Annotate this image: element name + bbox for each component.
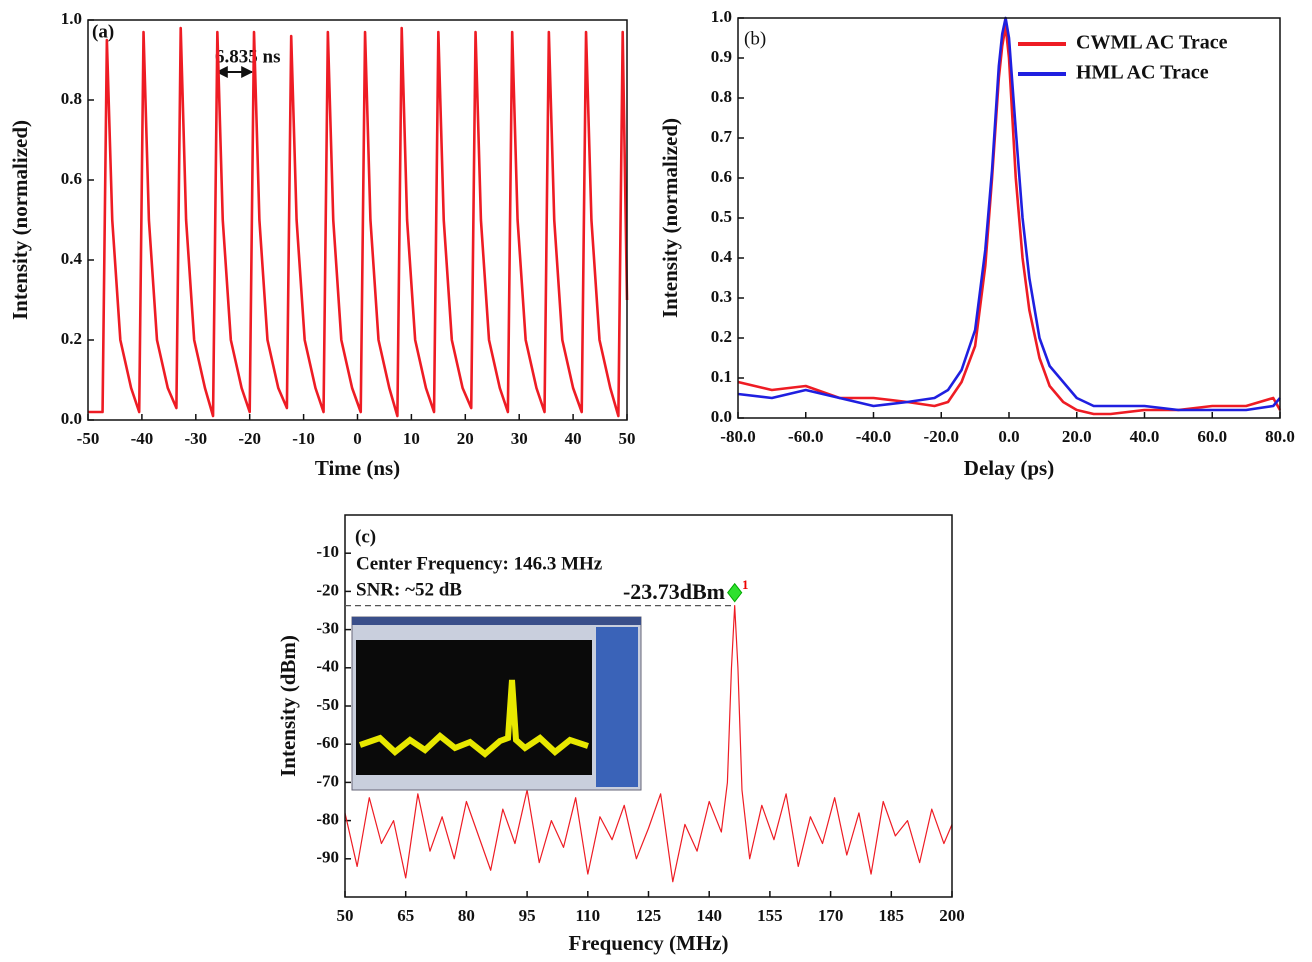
annotation: SNR: ~52 dB — [356, 579, 462, 600]
y-tick-label: -90 — [316, 848, 339, 867]
x-tick-label: -40 — [131, 429, 154, 448]
y-tick-label: -80 — [316, 810, 339, 829]
panel-label: (a) — [92, 21, 114, 42]
y-tick-label: -70 — [316, 771, 339, 790]
y-tick-label: 0.1 — [711, 367, 732, 386]
y-tick-label: 0.0 — [711, 407, 732, 426]
y-tick-label: 0.2 — [61, 329, 82, 348]
x-tick-label: -20 — [238, 429, 261, 448]
y-tick-label: -30 — [316, 619, 339, 638]
x-tick-label: 30 — [511, 429, 528, 448]
x-tick-label: 60.0 — [1197, 427, 1227, 446]
x-tick-label: -40.0 — [856, 427, 891, 446]
y-tick-label: 0.8 — [711, 87, 732, 106]
y-tick-label: -10 — [316, 542, 339, 561]
plot-frame — [737, 17, 1281, 419]
x-tick-label: 140 — [696, 906, 722, 925]
x-tick-label: -20.0 — [924, 427, 959, 446]
x-tick-label: 50 — [619, 429, 636, 448]
peak-marker — [727, 582, 743, 603]
legend-label: HML AC Trace — [1076, 62, 1209, 84]
x-tick-label: -10 — [292, 429, 315, 448]
marker-number: 1 — [742, 577, 749, 592]
inset-screenshot — [351, 616, 642, 791]
annotation: Center Frequency: 146.3 MHz — [356, 553, 603, 574]
y-tick-label: 0.2 — [711, 327, 732, 346]
data-line — [88, 26, 629, 418]
x-tick-label: 40.0 — [1130, 427, 1160, 446]
x-tick-label: 110 — [576, 906, 601, 925]
x-tick-label: 155 — [757, 906, 783, 925]
y-tick-label: -40 — [316, 657, 339, 676]
inset-plot — [356, 640, 592, 775]
y-tick-label: 1.0 — [61, 9, 82, 28]
y-tick-label: 0.4 — [61, 249, 83, 268]
x-tick-label: 65 — [397, 906, 414, 925]
y-tick-label: 0.9 — [711, 47, 732, 66]
y-axis-title: Intensity (dBm) — [276, 635, 300, 777]
x-tick-label: 0.0 — [998, 427, 1019, 446]
x-tick-label: 0 — [353, 429, 362, 448]
x-tick-label: 80.0 — [1265, 427, 1295, 446]
x-tick-label: 20.0 — [1062, 427, 1092, 446]
data-line — [344, 605, 953, 883]
y-tick-label: -50 — [316, 695, 339, 714]
y-tick-label: -60 — [316, 733, 339, 752]
y-tick-label: 0.4 — [711, 247, 733, 266]
y-tick-label: 0.8 — [61, 89, 82, 108]
x-tick-label: 200 — [939, 906, 965, 925]
x-tick-label: 95 — [519, 906, 536, 925]
x-tick-label: -80.0 — [720, 427, 755, 446]
x-tick-label: 125 — [636, 906, 662, 925]
data-line — [737, 24, 1282, 416]
inset-titlebar — [352, 617, 641, 625]
period-label: 6.835 ns — [215, 46, 280, 67]
x-tick-label: 185 — [879, 906, 905, 925]
x-tick-label: -30 — [184, 429, 207, 448]
y-tick-label: 0.6 — [61, 169, 82, 188]
y-axis-title: Intensity (normalized) — [8, 120, 32, 320]
peak-label: -23.73dBm — [623, 579, 725, 604]
y-tick-label: 0.0 — [61, 409, 82, 428]
x-axis-title: Delay (ps) — [964, 456, 1054, 480]
x-tick-label: -50 — [77, 429, 100, 448]
x-tick-label: 40 — [565, 429, 582, 448]
inset-trace — [359, 679, 589, 758]
panel-label: (c) — [355, 526, 376, 547]
y-tick-label: 0.6 — [711, 167, 732, 186]
y-tick-label: 0.7 — [711, 127, 733, 146]
x-tick-label: -60.0 — [788, 427, 823, 446]
x-tick-label: 20 — [457, 429, 474, 448]
panel-label: (b) — [744, 28, 766, 49]
data-line — [737, 16, 1281, 412]
x-tick-label: 10 — [403, 429, 420, 448]
inset-menu — [596, 627, 638, 787]
y-axis-title: Intensity (normalized) — [658, 118, 682, 318]
x-tick-label: 80 — [458, 906, 475, 925]
x-axis-title: Frequency (MHz) — [569, 931, 729, 955]
x-tick-label: 50 — [337, 906, 354, 925]
legend-label: CWML AC Trace — [1076, 32, 1228, 54]
y-tick-label: 0.5 — [711, 207, 732, 226]
y-tick-label: -20 — [316, 580, 339, 599]
y-tick-label: 0.3 — [711, 287, 732, 306]
plot-frame — [87, 19, 628, 421]
plot-frame — [344, 514, 953, 898]
x-tick-label: 170 — [818, 906, 844, 925]
x-axis-title: Time (ns) — [315, 456, 400, 480]
y-tick-label: 1.0 — [711, 7, 732, 26]
